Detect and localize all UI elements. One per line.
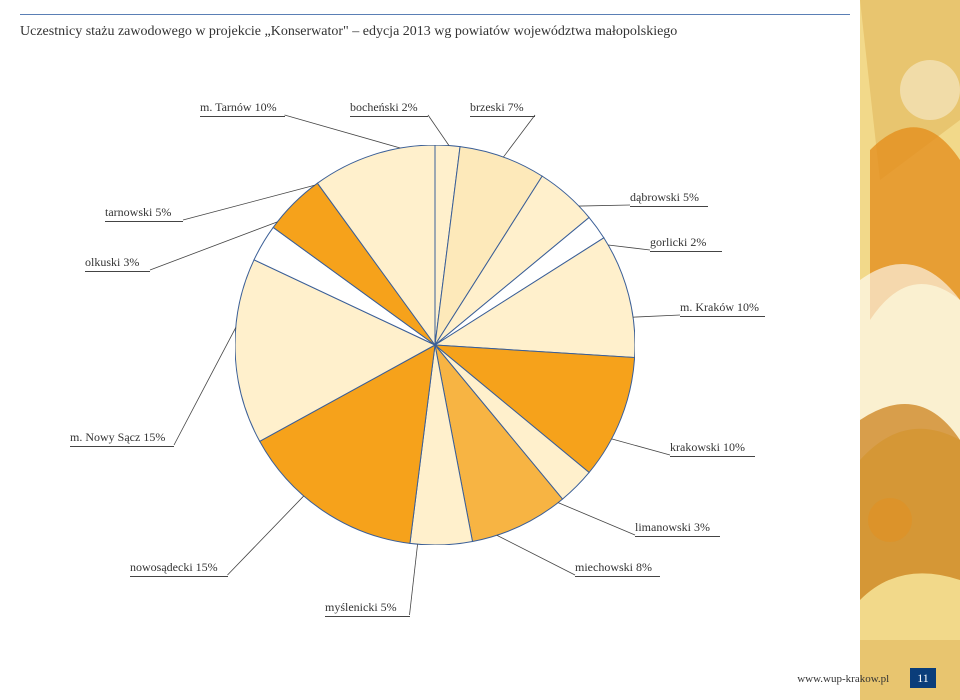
- leader-m. Nowy Sącz: [174, 328, 236, 445]
- label-m. Kraków: m. Kraków 10%: [680, 300, 765, 317]
- side-art: [860, 0, 960, 700]
- label-myślenicki: myślenicki 5%: [325, 600, 410, 617]
- label-tarnowski: tarnowski 5%: [105, 205, 183, 222]
- top-rule: [20, 14, 850, 15]
- page-number: 11: [910, 668, 936, 688]
- label-limanowski: limanowski 3%: [635, 520, 720, 537]
- label-miechowski: miechowski 8%: [575, 560, 660, 577]
- label-dąbrowski: dąbrowski 5%: [630, 190, 708, 207]
- label-olkuski: olkuski 3%: [85, 255, 150, 272]
- side-art-svg: [860, 0, 960, 700]
- label-nowosądecki: nowosądecki 15%: [130, 560, 228, 577]
- pie-chart: bocheński 2% brzeski 7% dąbrowski 5% gorlic…: [20, 60, 850, 640]
- leader-bocheński: [428, 115, 449, 145]
- leader-m. Tarnów: [285, 115, 401, 148]
- label-m. Tarnów: m. Tarnów 10%: [200, 100, 285, 117]
- label-brzeski: brzeski 7%: [470, 100, 535, 117]
- footer-url: www.wup-krakow.pl: [797, 673, 889, 685]
- pie-svg: [235, 145, 635, 545]
- leader-myślenicki: [410, 544, 418, 615]
- label-bocheński: bocheński 2%: [350, 100, 428, 117]
- label-krakowski: krakowski 10%: [670, 440, 755, 457]
- page-title: Uczestnicy stażu zawodowego w projekcie …: [20, 24, 677, 40]
- footer: www.wup-krakow.pl 11: [797, 668, 936, 688]
- label-gorlicki: gorlicki 2%: [650, 235, 722, 252]
- leader-m. Kraków: [633, 315, 680, 317]
- label-m. Nowy Sącz: m. Nowy Sącz 15%: [70, 430, 174, 447]
